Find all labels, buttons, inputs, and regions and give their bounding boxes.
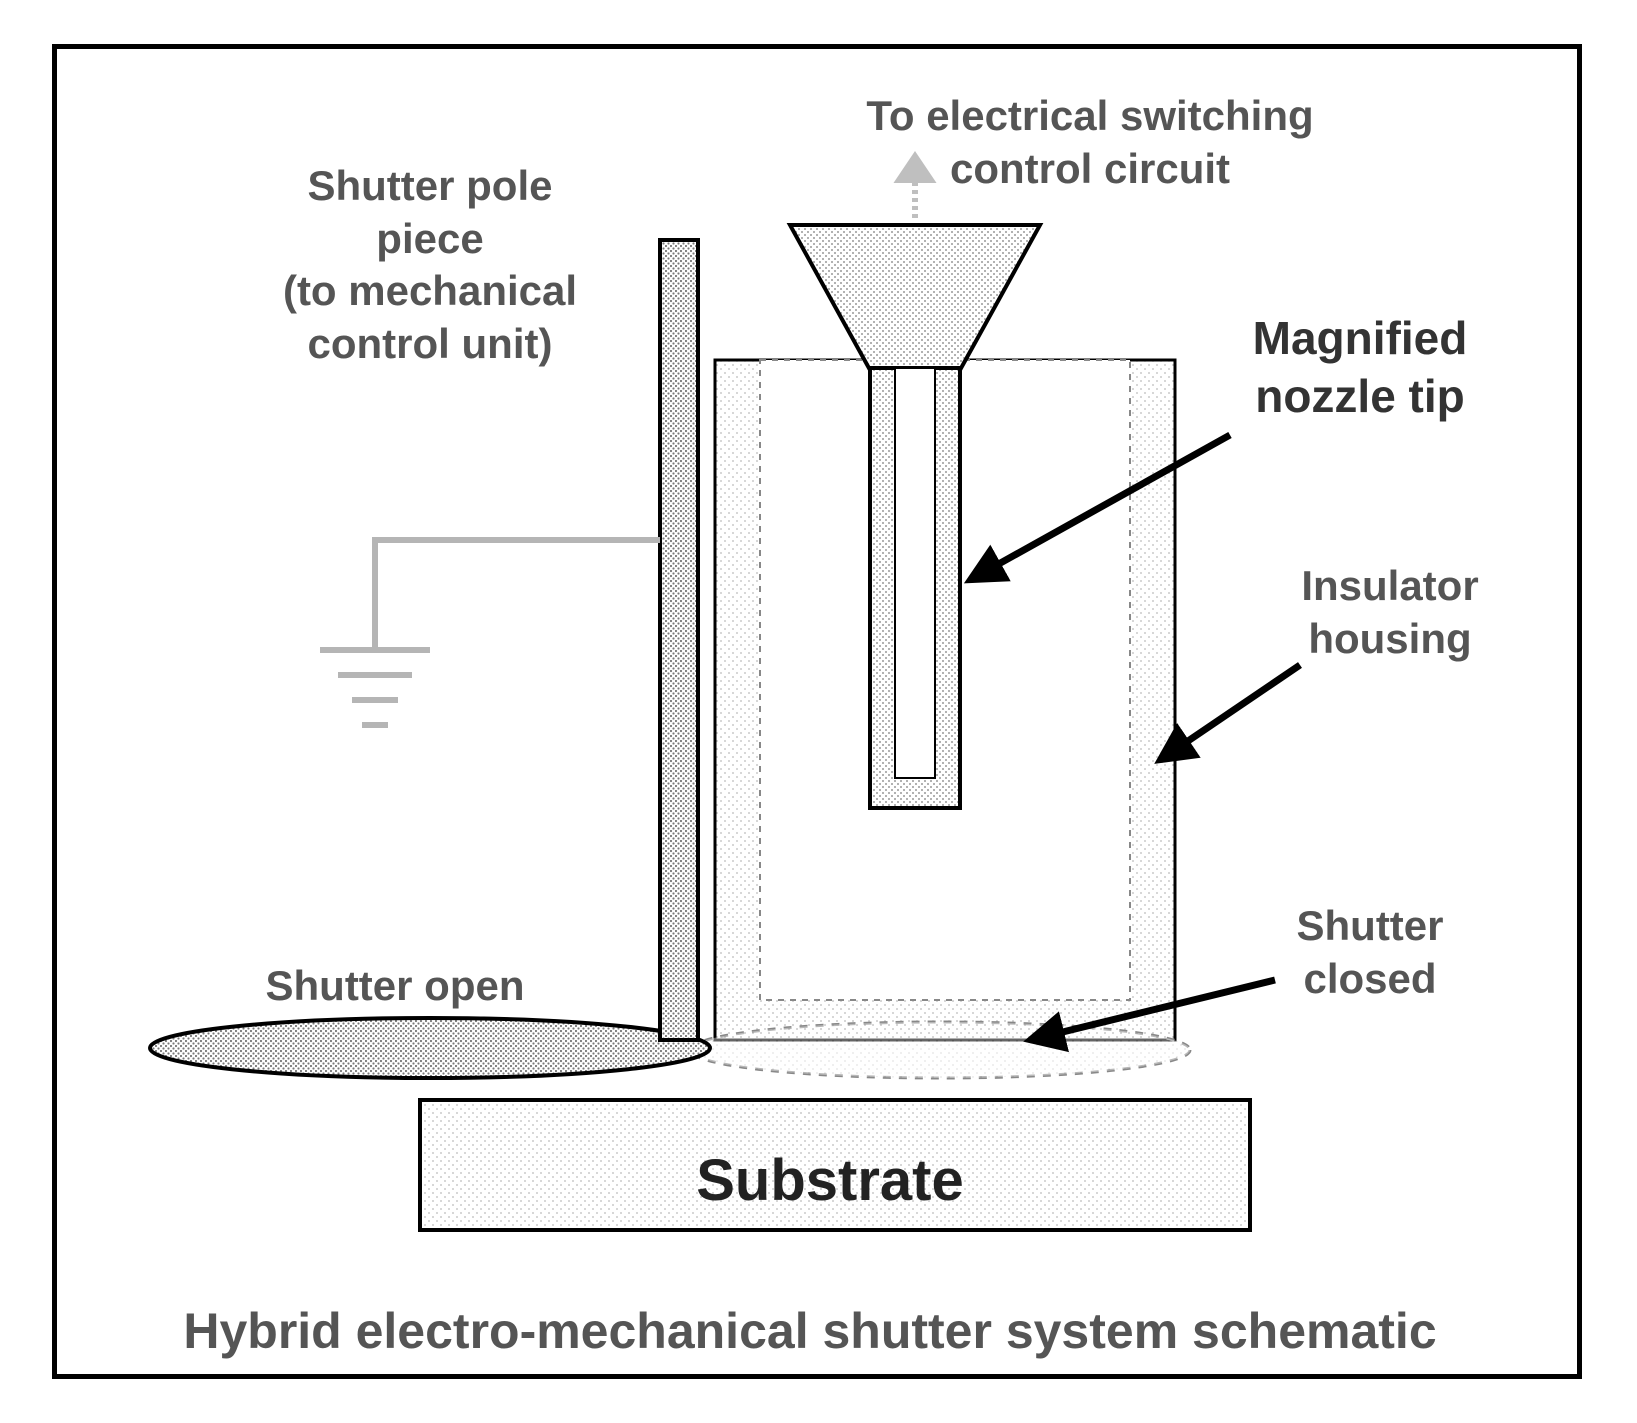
label-shutter-open: Shutter open: [266, 960, 525, 1013]
label-shutter-closed: Shutter closed: [1297, 900, 1444, 1005]
label-nozzle-tip: Magnified nozzle tip: [1253, 310, 1468, 425]
figure-canvas: Shutter pole piece (to mechanical contro…: [0, 0, 1637, 1423]
label-shutter-pole: Shutter pole piece (to mechanical contro…: [283, 160, 577, 370]
label-insulator: Insulator housing: [1301, 560, 1478, 665]
label-substrate: Substrate: [696, 1145, 964, 1218]
label-caption: Hybrid electro-mechanical shutter system…: [183, 1300, 1436, 1363]
label-to-circuit: To electrical switching control circuit: [866, 90, 1313, 195]
